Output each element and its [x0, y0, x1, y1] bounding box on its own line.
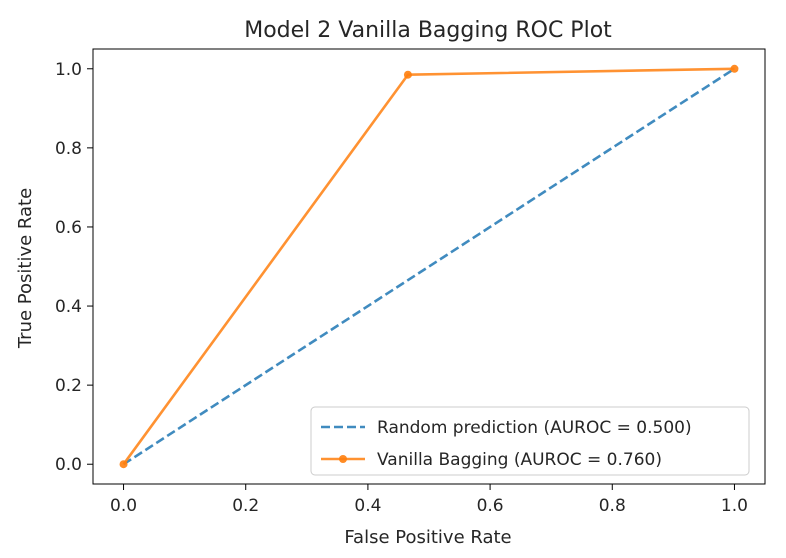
legend-label-0: Random prediction (AUROC = 0.500)	[377, 418, 692, 438]
legend-box	[310, 406, 750, 476]
y-tick-label: 0.2	[55, 376, 82, 396]
x-axis-label: False Positive Rate	[344, 527, 511, 548]
x-tick-label: 1.0	[721, 496, 748, 516]
series-point-1	[119, 460, 128, 469]
axes-frame	[92, 48, 766, 485]
y-tick-label: 0.4	[55, 297, 82, 317]
x-tick-label: 0.8	[599, 496, 626, 516]
y-axis-label: True Positive Rate	[15, 188, 36, 349]
x-tick-label: 0.4	[354, 496, 381, 516]
x-tick-label: 0.6	[477, 496, 504, 516]
y-tick-label: 0.0	[55, 455, 82, 475]
plot-area: 0.0 0.2 0.4 0.6 0.8 1.0 0.0 0.2 0.4 0.6 0.8 1.0 Rand…	[55, 48, 766, 516]
series-point-1	[730, 64, 739, 73]
x-tick-label: 0.0	[110, 496, 137, 516]
series-line-0	[122, 67, 736, 466]
series-point-1	[403, 70, 412, 79]
legend-marker-1	[339, 455, 347, 463]
x-tick-label: 0.2	[232, 496, 259, 516]
y-tick-label: 0.8	[55, 139, 82, 159]
y-tick-label: 0.6	[55, 218, 82, 238]
y-tick-label: 1.0	[55, 60, 82, 80]
chart-title: Model 2 Vanilla Bagging ROC Plot	[244, 18, 612, 43]
legend-label-1: Vanilla Bagging (AUROC = 0.760)	[377, 450, 662, 470]
